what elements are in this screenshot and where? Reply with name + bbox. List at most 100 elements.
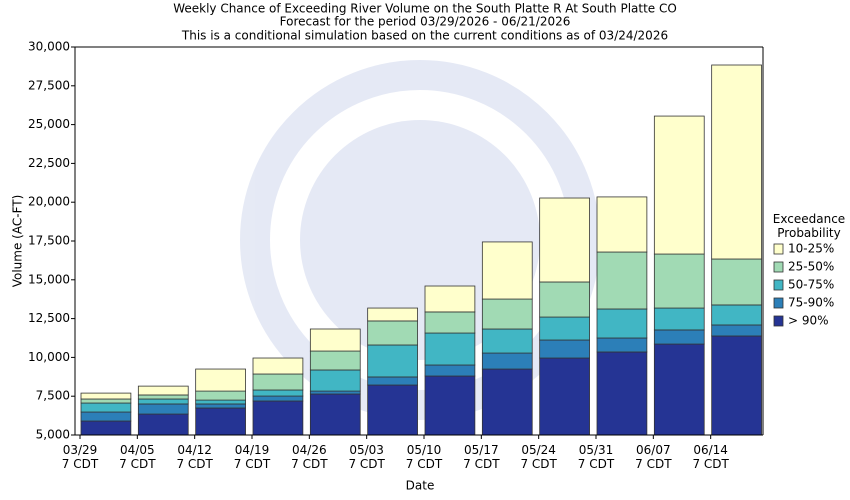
- watermark: [240, 60, 600, 420]
- legend-swatch: [773, 261, 784, 273]
- bar-segment: [653, 115, 705, 255]
- y-tick-label: 7,500: [36, 389, 70, 403]
- bar-segment: [711, 335, 762, 436]
- y-axis-label: Volume (AC-FT): [11, 195, 25, 288]
- x-tick-label: 04/26 7 CDT: [291, 443, 328, 471]
- bar-segment: [653, 253, 705, 309]
- bar-segment: [424, 285, 476, 313]
- bar-segment: [367, 384, 418, 436]
- bar-segment: [424, 332, 476, 366]
- y-tick-label: 10,000: [28, 350, 70, 364]
- bar-segment: [252, 357, 304, 375]
- y-tick-label: 5,000: [36, 428, 70, 442]
- bar-segment: [424, 311, 476, 334]
- y-tick-label: 20,000: [28, 195, 70, 209]
- bar-segment: [80, 420, 132, 436]
- bar-segment: [367, 307, 418, 322]
- bar-segment: [80, 392, 132, 400]
- legend-swatch: [773, 243, 784, 255]
- y-tick-label: 27,500: [28, 78, 70, 92]
- bar-segment: [711, 64, 762, 260]
- bar-segment: [195, 407, 246, 436]
- bar-segment: [539, 316, 590, 341]
- bar-segment: [80, 402, 132, 413]
- bar-segment: [596, 351, 648, 436]
- bar-segment: [309, 328, 361, 352]
- bar-segment: [596, 337, 648, 353]
- bar-segment: [367, 344, 418, 378]
- bar-segment: [367, 320, 418, 346]
- legend-title: Exceedance Probability: [772, 212, 846, 240]
- bar-segment: [195, 399, 246, 405]
- legend-label: 75-90%: [788, 296, 834, 310]
- bar-segment: [252, 373, 304, 391]
- chart-subtitle: This is a conditional simulation based o…: [181, 29, 668, 43]
- bar-segment: [309, 393, 361, 436]
- x-axis-label: Date: [406, 479, 435, 493]
- bar-segment: [596, 196, 648, 253]
- bar-segment: [367, 376, 418, 386]
- bar-segment: [539, 197, 590, 283]
- x-tick-label: 05/31 7 CDT: [577, 443, 615, 471]
- bar-segment: [195, 368, 246, 392]
- x-tick-label: 03/29 7 CDT: [61, 443, 99, 471]
- bar-segment: [539, 357, 590, 436]
- bar-segment: [653, 343, 705, 436]
- bar-segment: [137, 413, 189, 436]
- bar-segment: [252, 395, 304, 402]
- y-tick-label: 17,500: [28, 234, 70, 248]
- bar-segment: [252, 400, 304, 436]
- legend-label: 50-75%: [788, 278, 834, 292]
- x-tick-label: 04/19 7 CDT: [233, 443, 271, 471]
- legend-swatch: [773, 315, 784, 327]
- bar-segment: [653, 307, 705, 331]
- bar-segment: [309, 369, 361, 392]
- bar-segment: [711, 304, 762, 326]
- bar-segment: [596, 251, 648, 310]
- bar-segment: [424, 375, 476, 436]
- bar-segment: [481, 352, 533, 370]
- y-tick-label: 12,500: [28, 311, 70, 325]
- x-tick-label: 05/17 7 CDT: [463, 443, 500, 471]
- bar-segment: [653, 329, 705, 345]
- y-tick-label: 22,500: [28, 156, 70, 170]
- x-tick-label: 05/03 7 CDT: [348, 443, 385, 471]
- x-tick-label: 06/07 7 CDT: [635, 443, 672, 471]
- x-tick-label: 05/24 7 CDT: [520, 443, 557, 471]
- bar-segment: [481, 298, 533, 330]
- legend-label: 10-25%: [788, 242, 834, 256]
- bar-segment: [596, 308, 648, 339]
- y-tick-label: 25,000: [28, 117, 70, 131]
- bar-segment: [481, 241, 533, 300]
- legend-swatch: [773, 297, 784, 309]
- bar-segment: [252, 389, 304, 397]
- bar-segment: [481, 368, 533, 436]
- bar-segment: [309, 390, 361, 395]
- y-tick-label: 15,000: [28, 272, 70, 286]
- x-tick-label: 04/05 7 CDT: [119, 443, 156, 471]
- bar-segment: [711, 258, 762, 306]
- chart-subtitle: Forecast for the period 03/29/2026 - 06/…: [280, 15, 571, 29]
- bar-segment: [539, 339, 590, 359]
- bar-segment: [424, 364, 476, 377]
- bar-segment: [137, 398, 189, 405]
- x-tick-label: 04/12 7 CDT: [176, 443, 213, 471]
- bar-segment: [80, 411, 132, 422]
- bar-segment: [195, 390, 246, 401]
- bar-segment: [80, 398, 132, 404]
- bar-segment: [481, 328, 533, 354]
- bar-segment: [195, 403, 246, 409]
- bar-segment: [711, 324, 762, 337]
- x-tick-label: 05/10 7 CDT: [405, 443, 443, 471]
- legend-label: 25-50%: [788, 260, 834, 274]
- bar-segment: [137, 394, 189, 400]
- bar-segment: [309, 350, 361, 371]
- bar-segment: [137, 403, 189, 415]
- legend-label: > 90%: [788, 314, 829, 328]
- x-tick-label: 06/14 7 CDT: [692, 443, 729, 471]
- bar-segment: [539, 281, 590, 318]
- chart-title: Weekly Chance of Exceeding River Volume …: [173, 2, 677, 16]
- bar-segment: [137, 385, 189, 396]
